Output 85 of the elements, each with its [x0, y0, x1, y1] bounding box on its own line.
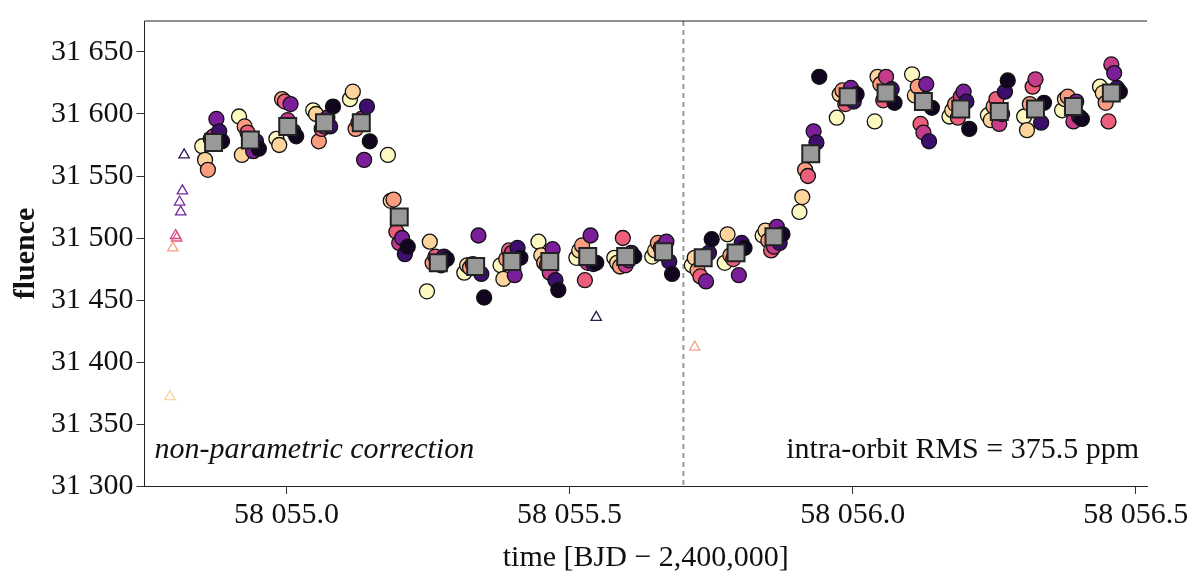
point	[428, 253, 448, 273]
point	[324, 98, 342, 115]
point	[355, 151, 373, 169]
point	[799, 167, 817, 185]
y-axis-title: fluence	[6, 207, 40, 300]
point	[989, 102, 1009, 122]
point	[838, 87, 858, 107]
point	[1027, 71, 1044, 88]
x-tick-label: 58 055.5	[517, 495, 623, 529]
y-tick-label: 31 550	[51, 156, 134, 190]
point	[614, 229, 631, 247]
point	[1101, 83, 1121, 103]
point	[951, 99, 971, 119]
point	[764, 227, 784, 247]
point	[344, 83, 361, 100]
point	[1106, 64, 1123, 82]
y-tick-label: 31 500	[51, 218, 134, 252]
point	[418, 283, 436, 300]
point	[540, 252, 560, 272]
point	[961, 120, 978, 138]
point	[918, 76, 935, 93]
point	[174, 205, 187, 216]
y-tick-label: 31 400	[51, 342, 134, 376]
point	[828, 109, 845, 126]
point	[578, 247, 598, 267]
y-tick-label: 31 350	[51, 404, 134, 438]
point	[654, 242, 674, 262]
point	[470, 227, 487, 244]
point	[166, 241, 179, 252]
point	[697, 273, 715, 290]
point	[1018, 121, 1036, 139]
point	[811, 68, 828, 85]
point	[801, 144, 821, 164]
y-tick-label: 31 300	[51, 466, 134, 500]
point	[903, 66, 921, 83]
point	[475, 289, 493, 306]
point	[791, 203, 808, 221]
point	[920, 133, 938, 150]
point	[199, 161, 217, 178]
annotation: intra-orbit RMS = 375.5 ppm	[786, 431, 1139, 464]
point	[726, 243, 746, 263]
point	[278, 116, 298, 136]
point	[1063, 97, 1083, 117]
point	[178, 148, 190, 159]
point	[379, 146, 397, 164]
point	[271, 136, 288, 154]
x-tick-label: 58 056.5	[1083, 495, 1189, 529]
point	[1026, 99, 1045, 119]
point	[358, 98, 376, 115]
point	[421, 233, 438, 250]
point	[719, 226, 736, 243]
y-tick-label: 31 600	[51, 94, 134, 128]
point	[590, 310, 603, 322]
point	[913, 92, 933, 112]
point	[389, 207, 409, 227]
point	[399, 238, 416, 255]
point	[663, 265, 681, 283]
point	[361, 133, 378, 150]
annotation: non-parametric correction	[154, 431, 475, 464]
point	[730, 267, 748, 284]
point	[351, 113, 371, 133]
point	[502, 252, 522, 272]
point	[703, 231, 720, 248]
point	[204, 133, 224, 153]
point	[794, 188, 811, 206]
point	[693, 248, 713, 268]
point	[176, 184, 189, 195]
point	[582, 227, 599, 244]
point	[282, 95, 299, 113]
point	[866, 113, 883, 130]
point	[876, 83, 896, 103]
point	[576, 272, 594, 289]
y-tick-label: 31 450	[51, 280, 134, 314]
y-tick-label: 31 650	[51, 32, 134, 66]
point	[1100, 113, 1117, 130]
point	[550, 281, 567, 299]
point	[315, 113, 334, 133]
point	[466, 257, 486, 277]
point	[688, 340, 701, 351]
point	[173, 195, 186, 206]
x-tick-label: 58 056.0	[800, 495, 906, 529]
x-axis-title: time [BJD − 2,400,000]	[502, 538, 789, 572]
point	[530, 233, 547, 250]
x-tick-label: 58 055.0	[234, 495, 340, 529]
point	[999, 72, 1016, 89]
